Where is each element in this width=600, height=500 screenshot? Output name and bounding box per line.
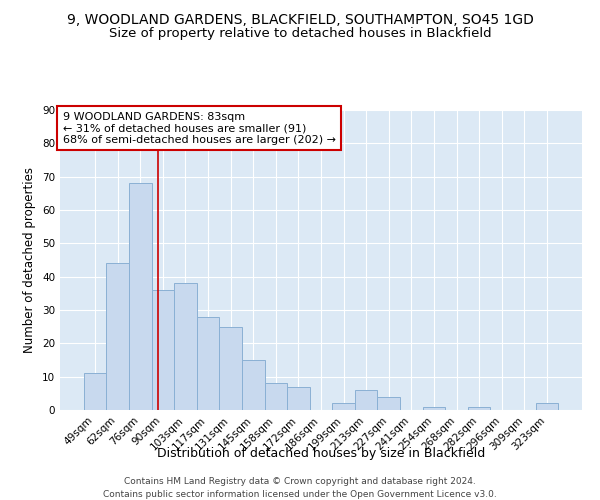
Text: Contains public sector information licensed under the Open Government Licence v3: Contains public sector information licen… [103,490,497,499]
Bar [265,384,287,410]
Text: Size of property relative to detached houses in Blackfield: Size of property relative to detached ho… [109,28,491,40]
Bar [332,404,355,410]
Bar [422,406,445,410]
Bar [468,406,490,410]
Bar [536,404,558,410]
Bar [197,316,220,410]
Text: 9, WOODLAND GARDENS, BLACKFIELD, SOUTHAMPTON, SO45 1GD: 9, WOODLAND GARDENS, BLACKFIELD, SOUTHAM… [67,12,533,26]
Bar [129,184,152,410]
Bar [174,284,197,410]
Y-axis label: Number of detached properties: Number of detached properties [23,167,37,353]
Text: 9 WOODLAND GARDENS: 83sqm
← 31% of detached houses are smaller (91)
68% of semi-: 9 WOODLAND GARDENS: 83sqm ← 31% of detac… [62,112,335,144]
Bar [106,264,129,410]
Text: Distribution of detached houses by size in Blackfield: Distribution of detached houses by size … [157,448,485,460]
Bar [242,360,265,410]
Bar [220,326,242,410]
Bar [287,386,310,410]
Bar [84,374,106,410]
Bar [355,390,377,410]
Bar [377,396,400,410]
Text: Contains HM Land Registry data © Crown copyright and database right 2024.: Contains HM Land Registry data © Crown c… [124,478,476,486]
Bar [152,290,174,410]
